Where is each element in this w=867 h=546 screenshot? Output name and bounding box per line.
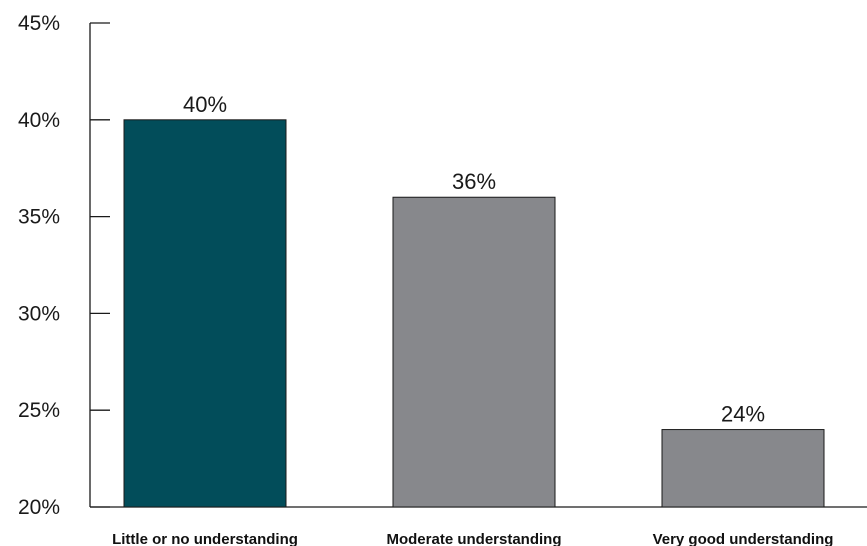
category-label: Little or no understanding xyxy=(112,531,298,546)
y-tick-label: 20% xyxy=(18,496,60,519)
y-tick-label: 25% xyxy=(18,399,60,422)
category-label: Very good understanding xyxy=(653,531,834,546)
y-tick-label: 30% xyxy=(18,302,60,325)
chart-bars xyxy=(123,119,825,508)
bar-value-label: 40% xyxy=(183,92,227,117)
y-tick-label: 45% xyxy=(18,12,60,35)
y-tick-label: 40% xyxy=(18,109,60,132)
bar xyxy=(392,196,556,508)
y-tick-label: 35% xyxy=(18,206,60,229)
chart-labels: 40% Little or no understanding 36% Moderate… xyxy=(112,92,833,546)
bar xyxy=(661,429,825,508)
bar xyxy=(123,119,287,508)
category-label: Moderate understanding xyxy=(386,531,561,546)
bar-value-label: 36% xyxy=(452,169,496,194)
bar-value-label: 24% xyxy=(721,402,765,427)
